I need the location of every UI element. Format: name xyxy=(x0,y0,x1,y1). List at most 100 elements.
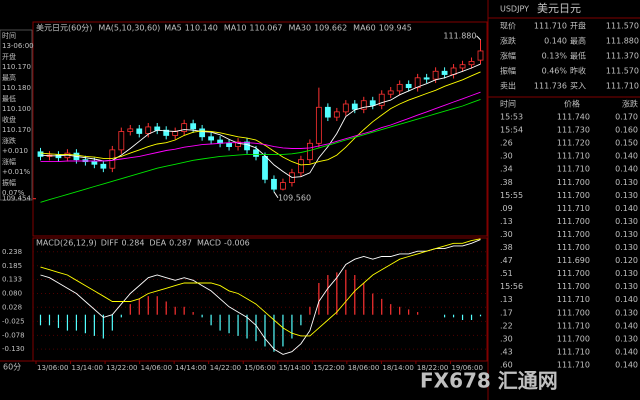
info-label: 时间 xyxy=(2,31,16,40)
trade-price: 111.700 xyxy=(557,282,590,291)
trade-time: .34 xyxy=(500,165,513,174)
candle-body xyxy=(324,106,331,118)
ma-value: 110.140 xyxy=(185,24,218,33)
macd-value: 0.287 xyxy=(169,239,192,248)
trade-price: 111.710 xyxy=(557,360,590,369)
trade-time: 15:56 xyxy=(500,282,523,291)
candle-body xyxy=(190,123,197,130)
info-value: 0.07% xyxy=(2,189,25,197)
candle-body xyxy=(468,61,475,66)
trade-time: .17 xyxy=(500,308,513,317)
quote-label: 卖出 xyxy=(500,81,516,91)
ma-name: MA60 xyxy=(353,24,376,33)
quote-label: 开盘 xyxy=(570,21,586,31)
macd-name: DEA xyxy=(149,239,166,248)
info-value: 110.170 xyxy=(2,63,31,71)
ma-value: 109.662 xyxy=(314,24,347,33)
candle-body xyxy=(306,142,313,161)
x-tick-label: 15/06:00 xyxy=(244,364,275,372)
trade-price: 111.740 xyxy=(557,113,590,122)
info-label: 涨幅 xyxy=(2,157,16,166)
trade-price: 111.720 xyxy=(557,139,590,148)
trade-price: 111.710 xyxy=(557,152,590,161)
quote-value: 0.13% xyxy=(542,52,568,61)
x-tick-label: 13/06:00 xyxy=(37,364,68,372)
candle-body xyxy=(432,70,439,80)
trade-change: 0.130 xyxy=(615,334,638,343)
macd-title: MACD(26,12,9) xyxy=(36,239,97,248)
candle-body xyxy=(37,151,44,157)
trade-time: .26 xyxy=(500,139,513,148)
info-label: 最高 xyxy=(2,73,16,82)
macd-value: -0.006 xyxy=(224,239,250,248)
trade-price: 111.700 xyxy=(557,230,590,239)
trade-time: .47 xyxy=(500,256,513,265)
quote-label: 最高 xyxy=(570,36,586,46)
candle-body xyxy=(235,141,241,147)
candle-body xyxy=(199,128,206,138)
watermark: FX678 汇通网 xyxy=(420,369,558,393)
candle-body xyxy=(360,100,367,110)
quote-value: 111.570 xyxy=(606,22,639,31)
trade-price: 111.700 xyxy=(557,191,590,200)
ma-line xyxy=(40,63,481,178)
x-tick-label: 18/06:00 xyxy=(348,364,379,372)
trade-change: 0.130 xyxy=(615,191,638,200)
info-label: 最低 xyxy=(2,94,16,103)
min-pointer xyxy=(273,191,279,199)
y-tick-label: 0.238 xyxy=(2,248,22,256)
trade-price: 111.700 xyxy=(557,269,590,278)
trade-price: 111.710 xyxy=(557,165,590,174)
trade-price: 111.690 xyxy=(557,256,590,265)
candle-body xyxy=(396,83,403,92)
candle-body xyxy=(315,106,322,144)
info-value: 13-06:00 xyxy=(2,42,34,50)
trade-change: 0.140 xyxy=(615,152,638,161)
x-tick-label: 14/06:00 xyxy=(141,364,172,372)
ma-line xyxy=(40,91,481,163)
candle-body xyxy=(342,103,349,113)
trade-change: 0.140 xyxy=(615,295,638,304)
macd-name: DIFF xyxy=(101,239,119,248)
y-tick-label: 109.454 xyxy=(2,195,31,203)
candle-body xyxy=(253,149,259,157)
trade-change: 0.130 xyxy=(615,230,638,239)
candle-body xyxy=(378,93,385,106)
trade-change: 0.160 xyxy=(615,126,638,135)
trade-time: .09 xyxy=(500,204,513,213)
price-frame xyxy=(32,21,488,237)
x-tick-label: 19/06:00 xyxy=(451,364,482,372)
trade-price: 111.730 xyxy=(557,126,590,135)
candle-body xyxy=(459,64,466,69)
x-tick-label: 18/14:00 xyxy=(382,364,413,372)
x-tick-label: 14/22:00 xyxy=(210,364,241,372)
trade-price: 111.710 xyxy=(557,295,590,304)
x-tick-label: 15/14:00 xyxy=(279,364,310,372)
y-tick-label: -0.130 xyxy=(2,345,25,353)
macd-line xyxy=(40,239,481,355)
trade-price: 111.700 xyxy=(557,308,590,317)
trade-time: .43 xyxy=(500,347,513,356)
candle-body xyxy=(91,161,98,165)
trade-change: 0.130 xyxy=(615,243,638,252)
candle-body xyxy=(136,128,143,134)
trade-price: 111.700 xyxy=(557,178,590,187)
trade-change: 0.140 xyxy=(615,165,638,174)
trade-change: 0.140 xyxy=(615,360,638,369)
trade-change: 0.170 xyxy=(615,113,638,122)
info-label: 振幅 xyxy=(2,178,16,187)
quote-value: 111.710 xyxy=(606,82,639,91)
candle-body xyxy=(405,83,412,89)
candle-body xyxy=(208,136,215,141)
trade-price: 111.700 xyxy=(557,217,590,226)
candle-body xyxy=(100,163,107,169)
x-tick-label: 14/14:00 xyxy=(175,364,206,372)
info-box xyxy=(0,29,33,201)
macd-name: MACD xyxy=(197,239,221,248)
candle-body xyxy=(127,128,134,132)
period-label[interactable]: 60分 xyxy=(3,363,21,372)
trade-price: 111.700 xyxy=(557,243,590,252)
candle-body xyxy=(477,50,484,61)
info-label: 开盘 xyxy=(2,52,16,61)
